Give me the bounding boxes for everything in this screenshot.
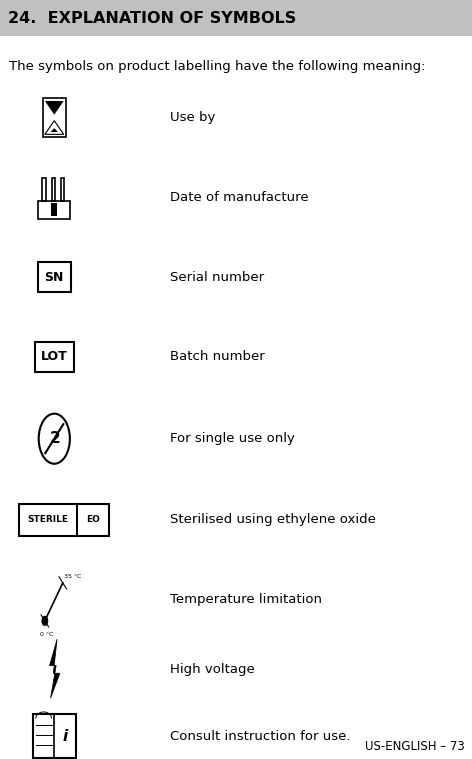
Text: The symbols on product labelling have the following meaning:: The symbols on product labelling have th… xyxy=(9,60,426,74)
Text: 0 °C: 0 °C xyxy=(40,632,53,638)
Polygon shape xyxy=(45,101,64,115)
FancyBboxPatch shape xyxy=(0,0,472,36)
Text: LOT: LOT xyxy=(41,350,67,364)
Text: 2: 2 xyxy=(50,431,60,446)
Polygon shape xyxy=(51,128,58,132)
Text: For single use only: For single use only xyxy=(170,432,295,446)
Text: US-ENGLISH – 73: US-ENGLISH – 73 xyxy=(365,740,465,753)
Text: Consult instruction for use.: Consult instruction for use. xyxy=(170,729,350,743)
Text: STERILE: STERILE xyxy=(27,515,68,524)
Text: SN: SN xyxy=(44,270,64,284)
Polygon shape xyxy=(50,639,60,698)
Text: Serial number: Serial number xyxy=(170,270,264,284)
Text: High voltage: High voltage xyxy=(170,663,255,676)
Text: Batch number: Batch number xyxy=(170,350,265,364)
Text: i: i xyxy=(62,729,67,744)
Circle shape xyxy=(42,616,48,625)
Text: Temperature limitation: Temperature limitation xyxy=(170,593,322,606)
Text: EO: EO xyxy=(86,515,100,524)
Text: Sterilised using ethylene oxide: Sterilised using ethylene oxide xyxy=(170,513,376,527)
Text: 35 °C: 35 °C xyxy=(64,574,81,579)
Text: 24.  EXPLANATION OF SYMBOLS: 24. EXPLANATION OF SYMBOLS xyxy=(8,11,297,26)
Text: Use by: Use by xyxy=(170,111,215,124)
Text: Date of manufacture: Date of manufacture xyxy=(170,191,309,204)
FancyBboxPatch shape xyxy=(51,203,57,216)
